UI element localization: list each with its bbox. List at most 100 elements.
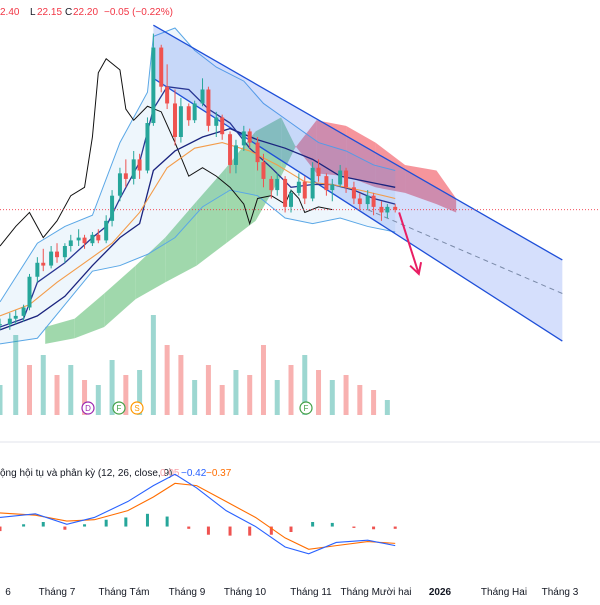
volume-bar xyxy=(371,390,377,415)
candle-body xyxy=(200,89,205,104)
candle-body xyxy=(330,184,335,191)
macd-histogram-bar xyxy=(248,526,252,536)
candle-body xyxy=(324,176,329,191)
candle-body xyxy=(137,159,142,171)
ohlc-close: 22.20 xyxy=(73,7,98,18)
event-marker-badge xyxy=(112,401,126,415)
volume-bar xyxy=(329,380,335,415)
candle-body xyxy=(76,237,81,241)
candle-body xyxy=(172,103,177,137)
ichimoku-cloud-segment xyxy=(346,125,376,188)
candle-body xyxy=(35,262,40,277)
candle-body xyxy=(68,240,73,246)
macd-histogram-bar xyxy=(165,516,169,527)
macd-histogram-bar xyxy=(83,524,87,527)
volume-bar xyxy=(178,355,184,415)
candle-body xyxy=(55,251,60,258)
volume-bar xyxy=(123,375,129,415)
x-tick-label: Tháng Hai xyxy=(481,587,527,598)
ohlc-low: 22.15 xyxy=(37,7,62,18)
ohlc-low-label: L xyxy=(30,7,36,18)
macd-pane[interactable] xyxy=(0,473,397,555)
candle-body xyxy=(123,173,128,179)
ichimoku-cloud-segment xyxy=(196,167,227,266)
macd-histogram-bar xyxy=(22,524,26,527)
x-tick-label: 6 xyxy=(5,587,11,598)
volume-bar xyxy=(274,380,280,415)
candle-body xyxy=(82,237,87,244)
x-tick-label: Tháng 7 xyxy=(39,587,76,598)
event-marker[interactable]: D xyxy=(81,401,95,415)
candle-body xyxy=(310,167,315,199)
candle-body xyxy=(214,117,219,126)
candle-body xyxy=(247,131,252,143)
macd-hist-value: 0.05 xyxy=(160,468,180,479)
volume-bar xyxy=(109,360,115,415)
candle-body xyxy=(49,251,54,266)
event-marker-badge xyxy=(299,401,313,415)
candle-body xyxy=(165,86,170,104)
bollinger-band-fill xyxy=(0,28,396,344)
macd-line-value: −0.42 xyxy=(181,468,207,479)
bollinger-upper-line xyxy=(0,27,396,303)
candle-body xyxy=(344,170,349,188)
event-marker[interactable]: F xyxy=(112,401,126,415)
volume-bar xyxy=(0,385,3,415)
candle-body xyxy=(289,192,293,207)
x-tick-label: Tháng 3 xyxy=(542,587,579,598)
macd-histogram-bar xyxy=(63,526,67,530)
candle-body xyxy=(241,131,246,146)
event-marker[interactable]: S xyxy=(130,401,144,415)
macd-histogram-bar xyxy=(311,522,315,527)
volume-pane xyxy=(0,315,390,415)
macd-signal-value: −0.37 xyxy=(206,468,232,479)
channel-upper-line xyxy=(153,24,563,261)
event-marker-label: F xyxy=(304,404,309,413)
macd-histogram-bar xyxy=(393,526,397,529)
candle-body xyxy=(27,276,32,308)
ichimoku-cloud-segment xyxy=(135,237,166,300)
price-pane[interactable] xyxy=(0,24,600,345)
macd-histogram-bar xyxy=(145,513,149,527)
volume-bar xyxy=(68,365,74,415)
candle-body xyxy=(233,145,238,165)
volume-bar xyxy=(95,385,101,415)
volume-bar xyxy=(205,365,211,415)
volume-bar xyxy=(302,355,308,415)
candle-body xyxy=(90,234,95,244)
event-marker-label: S xyxy=(134,404,139,413)
candle-body xyxy=(365,195,370,205)
macd-signal-line xyxy=(0,482,396,550)
candle-body xyxy=(145,123,150,171)
candle-body xyxy=(220,117,225,135)
channel-fill xyxy=(153,25,563,342)
event-marker[interactable]: F xyxy=(299,401,313,415)
volume-bar xyxy=(13,335,19,415)
macd-histogram-bar xyxy=(187,526,191,529)
macd-histogram-bar xyxy=(352,526,356,528)
time-axis[interactable]: 6 Tháng 7 Tháng Tám Tháng 9 Tháng 10 Tháng 11… xyxy=(5,587,579,598)
volume-bar xyxy=(150,315,156,415)
projection-arrow-head xyxy=(409,261,423,276)
kijun-line xyxy=(0,127,396,331)
candle-body xyxy=(104,220,109,241)
candle-body xyxy=(13,315,18,319)
candle-body xyxy=(261,162,266,179)
macd-line xyxy=(0,473,396,555)
macd-histogram-bar xyxy=(41,522,45,527)
ohlc-high: 2.40 xyxy=(0,7,20,18)
volume-bar xyxy=(40,355,46,415)
ichimoku-cloud-segment xyxy=(294,120,317,174)
macd-histogram-bar xyxy=(0,526,2,532)
candle-body xyxy=(131,159,136,179)
ichimoku-cloud-segment xyxy=(436,170,457,213)
macd-histogram-bar xyxy=(372,526,376,530)
candle-body xyxy=(283,178,288,207)
event-marker-badge xyxy=(81,401,95,415)
candle-body xyxy=(192,103,197,121)
ichimoku-cloud-segment xyxy=(255,117,282,221)
candle-body xyxy=(159,47,164,87)
